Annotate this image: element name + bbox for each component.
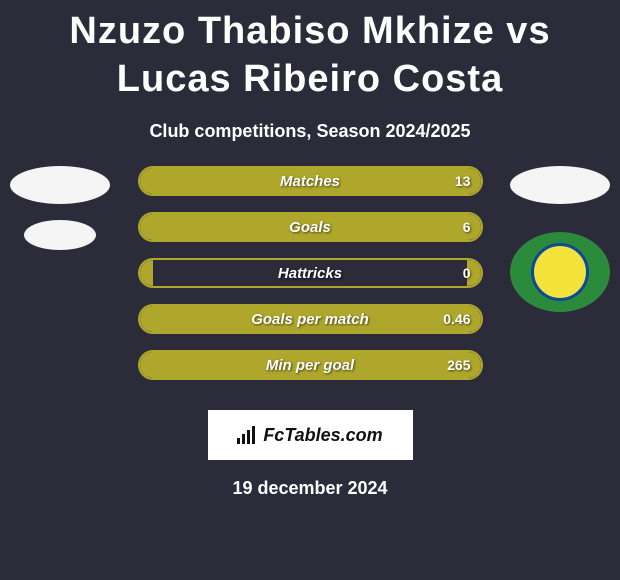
- stat-value-right: 0.46: [443, 306, 470, 332]
- chart-icon: [237, 426, 257, 444]
- stat-value-right: 6: [463, 214, 471, 240]
- club-badge-left-2-icon: [24, 220, 96, 250]
- stats-area: Matches 13 Goals 6 Hattricks 0 Goals per…: [0, 166, 620, 406]
- stat-label: Goals per match: [140, 306, 481, 332]
- brand-footer: FcTables.com: [208, 410, 413, 460]
- stat-label: Matches: [140, 168, 481, 194]
- stat-value-right: 13: [455, 168, 471, 194]
- stat-row-goals: Goals 6: [138, 212, 483, 242]
- date-label: 19 december 2024: [0, 478, 620, 499]
- stat-row-gpm: Goals per match 0.46: [138, 304, 483, 334]
- stat-bars: Matches 13 Goals 6 Hattricks 0 Goals per…: [138, 166, 483, 380]
- stat-label: Hattricks: [140, 260, 481, 286]
- stat-value-right: 265: [447, 352, 470, 378]
- subtitle: Club competitions, Season 2024/2025: [0, 121, 620, 142]
- stat-label: Min per goal: [140, 352, 481, 378]
- stat-row-matches: Matches 13: [138, 166, 483, 196]
- stat-row-mpg: Min per goal 265: [138, 350, 483, 380]
- club-badge-right-1-icon: [510, 166, 610, 204]
- stat-value-right: 0: [463, 260, 471, 286]
- club-badge-left-1-icon: [10, 166, 110, 204]
- stat-row-hattricks: Hattricks 0: [138, 258, 483, 288]
- sundowns-inner-icon: [531, 243, 589, 301]
- page-title: Nzuzo Thabiso Mkhize vs Lucas Ribeiro Co…: [0, 0, 620, 107]
- brand-text: FcTables.com: [263, 425, 382, 446]
- sundowns-badge-icon: [510, 232, 610, 312]
- stat-label: Goals: [140, 214, 481, 240]
